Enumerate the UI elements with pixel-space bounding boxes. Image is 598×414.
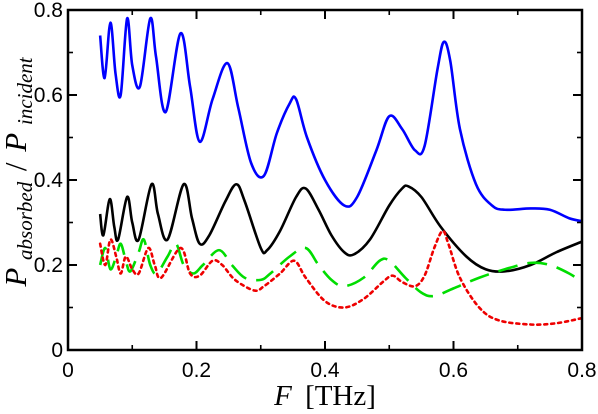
x-axis-unit: [THz] — [305, 380, 376, 412]
series-line-1 — [98, 16, 583, 223]
ticks-layer — [67, 9, 583, 351]
y-axis-right-sub: incident — [13, 56, 37, 125]
x-tick-label: 0.8 — [567, 359, 596, 382]
y-axis-left-base: P — [0, 268, 33, 288]
y-axis-label: P absorbed / P incident — [0, 56, 39, 287]
y-tick-label: 0.2 — [34, 254, 63, 277]
y-axis-left-sub: absorbed — [13, 181, 37, 260]
y-tick-label: 0.6 — [34, 84, 63, 107]
x-tick-label: 0.4 — [310, 359, 340, 382]
y-tick-label: 0.4 — [34, 169, 64, 192]
x-tick-label: 0 — [62, 359, 74, 382]
tick-labels: 0 0.2 0.4 0.6 0.8 0 0.2 0.4 0.6 0.8 — [34, 0, 597, 382]
x-axis-label: F [THz] — [273, 380, 376, 412]
x-tick-label: 0.2 — [182, 359, 211, 382]
series-layer — [98, 16, 584, 326]
x-tick-label: 0.6 — [439, 359, 468, 382]
series-line-2 — [98, 182, 583, 273]
y-tick-label: 0.8 — [34, 0, 63, 22]
series-line-4 — [98, 229, 584, 326]
y-axis-right-base: P — [0, 133, 33, 153]
y-tick-label: 0 — [51, 339, 63, 362]
y-axis-separator: / — [0, 162, 33, 171]
x-axis-var: F — [273, 380, 292, 412]
